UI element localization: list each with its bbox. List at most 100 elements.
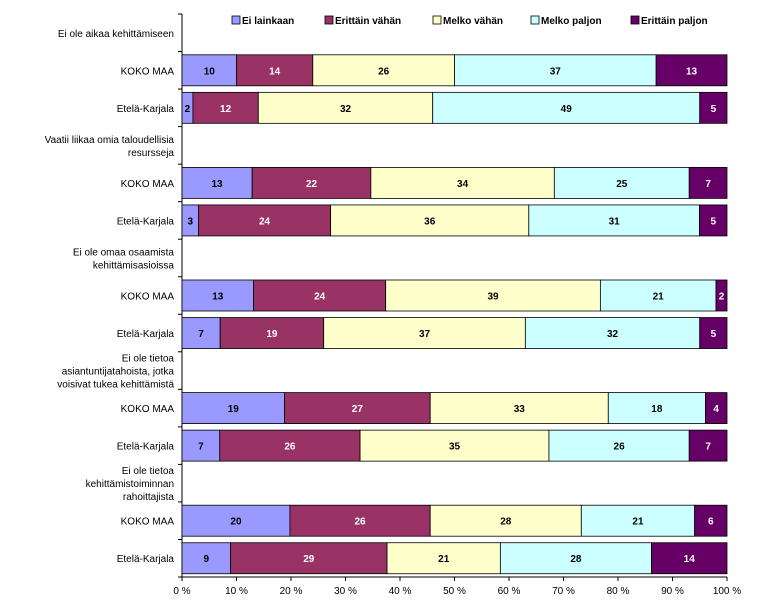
group-label: Vaatii liikaa omia taloudellisia resursse… bbox=[45, 135, 175, 159]
bar-segment-eritt-in-paljon bbox=[651, 542, 728, 575]
bar-segment-ei-lainkaan bbox=[181, 504, 291, 537]
data-label: 49 bbox=[561, 104, 573, 115]
group-label: Ei ole tietoa asiantuntijatahoista, jotka… bbox=[57, 354, 174, 391]
data-label: 3 bbox=[187, 216, 193, 227]
bar-segment-eritt-in-paljon bbox=[699, 91, 728, 124]
data-label: 9 bbox=[204, 554, 210, 565]
group-label-line: resursseja bbox=[128, 148, 175, 159]
data-label: 28 bbox=[500, 517, 512, 528]
data-label: 6 bbox=[708, 517, 714, 528]
category-label-koko-maa: KOKO MAA bbox=[121, 517, 175, 528]
bar-segment-eritt-in-v-h-n bbox=[230, 542, 388, 575]
x-tick-label: 90 % bbox=[661, 586, 684, 597]
bar-segment-melko-v-h-n bbox=[359, 429, 550, 462]
data-label: 22 bbox=[306, 179, 318, 190]
data-label: 24 bbox=[259, 216, 271, 227]
category-label-etel-karjala: Etelä-Karjala bbox=[117, 104, 175, 115]
bar-segment-melko-v-h-n bbox=[385, 279, 601, 312]
data-label: 27 bbox=[352, 404, 364, 415]
bar-segment-ei-lainkaan bbox=[181, 317, 221, 349]
data-label: 2 bbox=[185, 104, 191, 115]
group-label-line: Ei ole tietoa bbox=[122, 466, 175, 477]
data-label: 13 bbox=[212, 179, 224, 190]
bar-segment-eritt-in-paljon bbox=[688, 429, 728, 462]
bar-segment-eritt-in-paljon bbox=[694, 504, 728, 537]
legend-swatch-ei-lainkaan bbox=[231, 15, 241, 25]
data-label: 7 bbox=[705, 179, 711, 190]
group-label-line: voisivat tukea kehittämistä bbox=[57, 380, 174, 391]
x-tick-label: 40 % bbox=[389, 586, 412, 597]
group-label-line: Ei ole aikaa kehittämiseen bbox=[58, 29, 174, 40]
data-label: 13 bbox=[212, 292, 224, 303]
legend-swatch-eritt-in-paljon bbox=[630, 15, 640, 25]
data-label: 29 bbox=[303, 554, 315, 565]
data-label: 7 bbox=[198, 442, 204, 453]
bar-segment-melko-paljon bbox=[528, 204, 700, 237]
category-label-etel-karjala: Etelä-Karjala bbox=[117, 554, 175, 565]
data-label: 14 bbox=[269, 66, 281, 77]
group-label-line: kehittämistoiminnan bbox=[86, 479, 174, 490]
data-label: 35 bbox=[449, 442, 461, 453]
category-label-koko-maa: KOKO MAA bbox=[121, 179, 175, 190]
data-label: 19 bbox=[266, 329, 278, 340]
group-label-line: kehittämisasioissa bbox=[93, 260, 175, 271]
data-label: 14 bbox=[684, 554, 696, 565]
bar-segment-melko-paljon bbox=[454, 54, 657, 87]
group-label-line: Ei ole omaa osaamista bbox=[73, 247, 175, 258]
bar-segment-ei-lainkaan bbox=[181, 542, 231, 575]
data-label: 31 bbox=[609, 216, 621, 227]
bar-segment-melko-paljon bbox=[553, 166, 690, 199]
category-label-etel-karjala: Etelä-Karjala bbox=[117, 329, 175, 340]
legend-swatch-melko-paljon bbox=[530, 15, 540, 25]
data-label: 18 bbox=[651, 404, 663, 415]
data-label: 2 bbox=[719, 292, 725, 303]
bar-segment-melko-paljon bbox=[607, 392, 706, 425]
legend-label-melko-paljon: Melko paljon bbox=[541, 16, 602, 27]
bar-segment-melko-paljon bbox=[580, 504, 696, 537]
data-label: 32 bbox=[607, 329, 619, 340]
legend-swatch-eritt-in-v-h-n bbox=[324, 15, 334, 25]
bar-segment-melko-v-h-n bbox=[370, 166, 555, 199]
data-label: 26 bbox=[355, 517, 367, 528]
group-label-line: asiantuntijatahoista, jotka bbox=[62, 367, 175, 378]
data-label: 10 bbox=[204, 66, 216, 77]
data-label: 21 bbox=[653, 292, 665, 303]
x-tick-label: 80 % bbox=[607, 586, 630, 597]
bar-segment-ei-lainkaan bbox=[181, 279, 254, 312]
x-tick-label: 20 % bbox=[280, 586, 303, 597]
x-tick-label: 100 % bbox=[713, 586, 741, 597]
bar-segment-melko-v-h-n bbox=[429, 504, 582, 537]
group-label: Ei ole tietoa kehittämistoiminnan rahoitta… bbox=[86, 466, 175, 503]
data-label: 13 bbox=[686, 66, 698, 77]
data-label: 5 bbox=[710, 216, 716, 227]
bar-segment-melko-paljon bbox=[432, 91, 701, 124]
data-label: 25 bbox=[616, 179, 628, 190]
bar-segment-ei-lainkaan bbox=[181, 166, 253, 199]
x-tick-label: 50 % bbox=[443, 586, 466, 597]
bar-segment-eritt-in-v-h-n bbox=[198, 204, 332, 237]
bar-segment-eritt-in-v-h-n bbox=[289, 504, 431, 537]
data-label: 5 bbox=[711, 104, 717, 115]
bar-segment-eritt-in-paljon bbox=[655, 54, 728, 87]
bar-segment-eritt-in-v-h-n bbox=[192, 91, 259, 124]
data-label: 7 bbox=[705, 442, 711, 453]
data-label: 26 bbox=[284, 442, 296, 453]
category-label-koko-maa: KOKO MAA bbox=[121, 404, 175, 415]
data-label: 37 bbox=[419, 329, 431, 340]
bar-segment-eritt-in-paljon bbox=[715, 279, 728, 312]
data-label: 12 bbox=[220, 104, 232, 115]
data-label: 32 bbox=[340, 104, 352, 115]
data-label: 21 bbox=[438, 554, 450, 565]
bar-segment-eritt-in-paljon bbox=[705, 392, 728, 425]
data-label: 7 bbox=[198, 329, 204, 340]
group-label-line: rahoittajista bbox=[123, 492, 175, 503]
group-label: Ei ole omaa osaamista kehittämisasioissa bbox=[73, 247, 175, 271]
bar-segment-eritt-in-v-h-n bbox=[251, 166, 372, 199]
x-tick-label: 70 % bbox=[552, 586, 575, 597]
data-label: 20 bbox=[230, 517, 242, 528]
x-tick-label: 60 % bbox=[498, 586, 521, 597]
bar-segment-melko-v-h-n bbox=[386, 542, 501, 575]
legend-label-eritt-in-paljon: Erittäin paljon bbox=[641, 16, 708, 27]
